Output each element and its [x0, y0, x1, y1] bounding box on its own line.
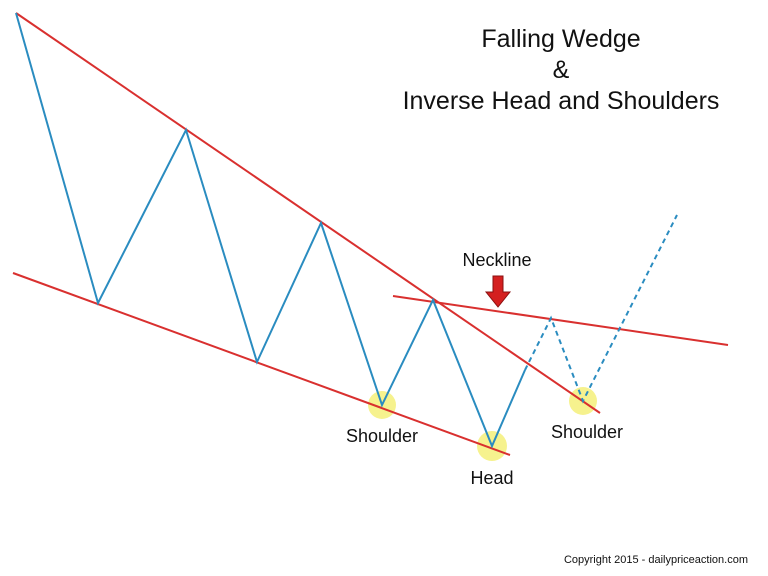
upper-wedge-trendline	[15, 12, 601, 414]
head-label: Head	[470, 468, 513, 488]
price-path-solid	[15, 12, 526, 449]
left-shoulder-label: Shoulder	[346, 426, 418, 446]
title-line-3: Inverse Head and Shoulders	[403, 87, 720, 115]
neckline-arrow-icon	[484, 275, 512, 308]
price-path-projected	[524, 214, 678, 404]
neckline-trendline	[392, 295, 729, 346]
neckline-label: Neckline	[462, 250, 531, 270]
title-line-1: Falling Wedge	[481, 25, 640, 53]
right-shoulder-label: Shoulder	[551, 422, 623, 442]
lower-wedge-trendline	[12, 272, 511, 456]
copyright-notice: Copyright 2015 - dailypriceaction.com	[564, 554, 748, 566]
title-line-2: &	[553, 56, 570, 84]
